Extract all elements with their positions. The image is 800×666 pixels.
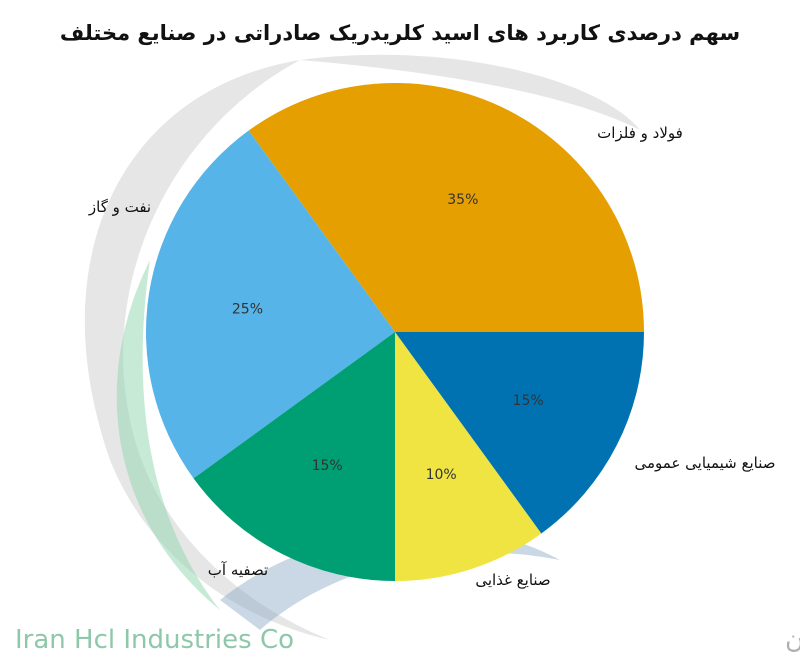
watermark-text-fa: شرکت صنایع کلریدریک ایران xyxy=(785,625,800,655)
watermark-text-en: Iran Hcl Industries Co xyxy=(15,625,294,655)
pie-slice xyxy=(395,332,644,534)
slice-percent-label: 10% xyxy=(426,467,457,483)
slice-category-label: صنایع غذایی xyxy=(475,571,550,589)
slice-category-label: فولاد و فلزات xyxy=(597,124,683,142)
slice-category-label: صنایع شیمیایی عمومی xyxy=(635,454,776,472)
chart-title: سهم درصدی کاربرد های اسید کلریدریک صادرا… xyxy=(60,21,740,45)
slice-category-label: تصفیه آب xyxy=(208,561,268,579)
slice-percent-label: 25% xyxy=(232,302,263,318)
slice-category-label: نفت و گاز xyxy=(88,198,151,216)
slice-percent-label: 15% xyxy=(513,393,544,409)
slice-percent-label: 35% xyxy=(447,192,478,208)
slice-percent-label: 15% xyxy=(312,458,343,474)
pie-slice xyxy=(395,332,542,581)
pie-slice xyxy=(193,332,395,581)
pie-slice xyxy=(248,83,644,333)
pie-slice xyxy=(146,130,395,479)
